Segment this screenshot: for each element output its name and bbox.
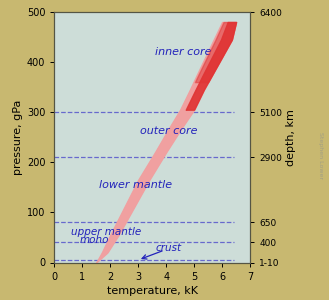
Y-axis label: pressure, gPa: pressure, gPa	[13, 100, 23, 175]
Text: Stephen Lower: Stephen Lower	[318, 133, 323, 179]
Text: crust: crust	[156, 244, 182, 254]
Text: moho: moho	[80, 236, 110, 245]
Text: outer core: outer core	[140, 126, 198, 136]
Text: lower mantle: lower mantle	[99, 180, 172, 190]
Y-axis label: depth, km: depth, km	[286, 109, 296, 166]
Text: inner core: inner core	[155, 47, 211, 57]
X-axis label: temperature, kK: temperature, kK	[107, 286, 198, 296]
Text: upper mantle: upper mantle	[71, 227, 141, 237]
